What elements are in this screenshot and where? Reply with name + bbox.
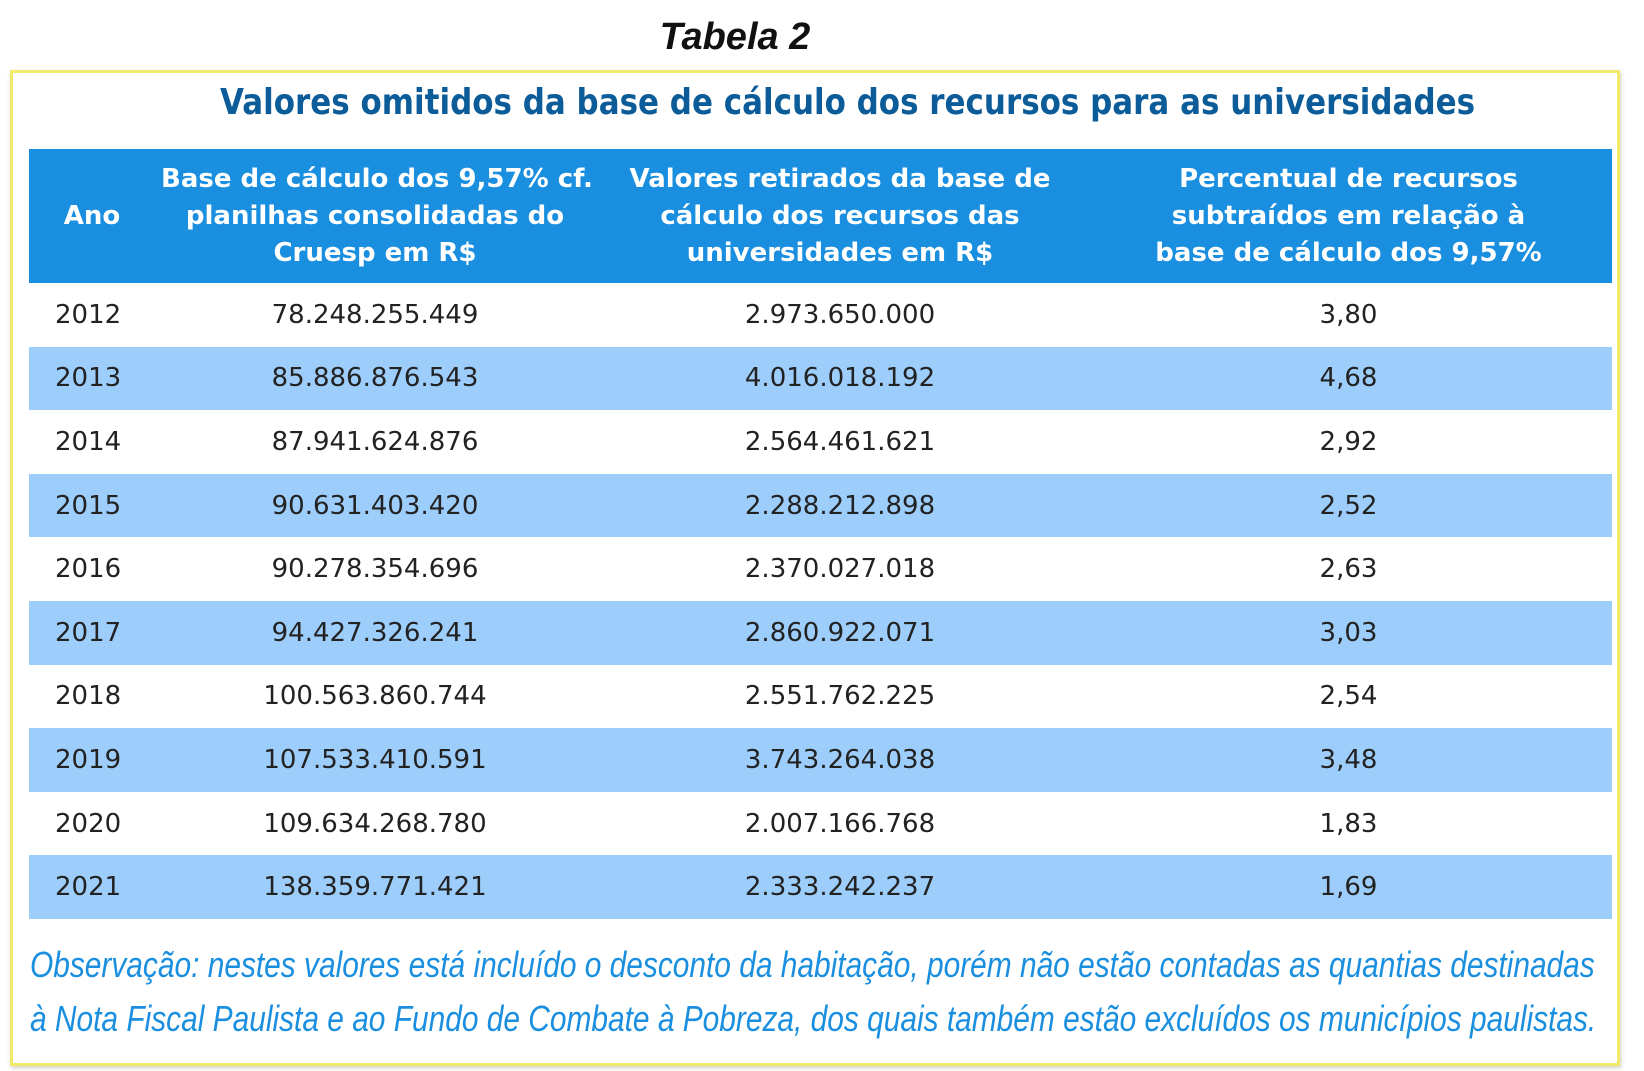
cell-calculation-base: 90.631.403.420: [155, 473, 595, 538]
header-year: Ano: [29, 149, 155, 283]
cell-calculation-base: 94.427.326.241: [155, 600, 595, 665]
table-label: Tabela 2: [659, 16, 811, 58]
cell-year: 2018: [29, 664, 155, 729]
data-table: Ano Base de cálculo dos 9,57% cf. planil…: [29, 149, 1612, 919]
header-line: cálculo dos recursos das: [660, 200, 1020, 231]
cell-year: 2017: [29, 600, 155, 665]
table-row: 2018 100.563.860.744 2.551.762.225 2,54: [29, 664, 1612, 729]
table-row: 2017 94.427.326.241 2.860.922.071 3,03: [29, 600, 1612, 665]
table-title: Valores omitidos da base de cálculo dos …: [220, 82, 1476, 123]
table-row: 2019 107.533.410.591 3.743.264.038 3,48: [29, 728, 1612, 792]
header-line: Base de cálculo dos 9,57% cf.: [161, 163, 593, 194]
cell-calculation-base: 109.634.268.780: [155, 791, 595, 856]
cell-year: 2020: [29, 791, 155, 856]
header-line: base de cálculo dos 9,57%: [1155, 237, 1542, 268]
table-header-row: Ano Base de cálculo dos 9,57% cf. planil…: [29, 149, 1612, 283]
header-line: planilhas consolidadas do: [185, 200, 565, 231]
table-row: 2012 78.248.255.449 2.973.650.000 3,80: [29, 283, 1612, 347]
cell-percent: 2,54: [1085, 664, 1612, 729]
cell-year: 2015: [29, 473, 155, 538]
cell-year: 2012: [29, 283, 155, 347]
cell-year: 2019: [29, 728, 155, 792]
cell-values-removed: 2.860.922.071: [595, 600, 1085, 665]
table-row: 2020 109.634.268.780 2.007.166.768 1,83: [29, 791, 1612, 856]
header-calculation-base: Base de cálculo dos 9,57% cf. planilhas …: [155, 149, 595, 283]
cell-calculation-base: 85.886.876.543: [155, 346, 595, 411]
header-line: subtraídos em relação à: [1171, 200, 1526, 231]
cell-percent: 3,80: [1085, 283, 1612, 347]
table-row: 2016 90.278.354.696 2.370.027.018 2,63: [29, 537, 1612, 601]
cell-calculation-base: 78.248.255.449: [155, 283, 595, 347]
cell-percent: 2,63: [1085, 537, 1612, 601]
table-row: 2013 85.886.876.543 4.016.018.192 4,68: [29, 346, 1612, 411]
table-row: 2014 87.941.624.876 2.564.461.621 2,92: [29, 410, 1612, 474]
header-line: Ano: [63, 200, 121, 231]
cell-calculation-base: 100.563.860.744: [155, 664, 595, 729]
cell-values-removed: 2.007.166.768: [595, 791, 1085, 856]
observation-line: Observação: nestes valores está incluído…: [30, 944, 1595, 985]
cell-year: 2014: [29, 410, 155, 474]
table-row: 2015 90.631.403.420 2.288.212.898 2,52: [29, 473, 1612, 538]
cell-values-removed: 3.743.264.038: [595, 728, 1085, 792]
cell-percent: 2,52: [1085, 473, 1612, 538]
cell-values-removed: 2.288.212.898: [595, 473, 1085, 538]
cell-calculation-base: 90.278.354.696: [155, 537, 595, 601]
cell-year: 2021: [29, 855, 155, 919]
cell-calculation-base: 138.359.771.421: [155, 855, 595, 919]
cell-values-removed: 2.564.461.621: [595, 410, 1085, 474]
cell-percent: 2,92: [1085, 410, 1612, 474]
cell-values-removed: 2.973.650.000: [595, 283, 1085, 347]
cell-values-removed: 4.016.018.192: [595, 346, 1085, 411]
cell-values-removed: 2.370.027.018: [595, 537, 1085, 601]
header-line: Percentual de recursos: [1179, 163, 1518, 194]
observation-line: à Nota Fiscal Paulista e ao Fundo de Com…: [30, 998, 1597, 1039]
cell-percent: 4,68: [1085, 346, 1612, 411]
table-row: 2021 138.359.771.421 2.333.242.237 1,69: [29, 855, 1612, 919]
cell-percent: 3,03: [1085, 600, 1612, 665]
observation-note: Observação: nestes valores está incluído…: [30, 938, 1597, 1046]
cell-percent: 3,48: [1085, 728, 1612, 792]
cell-percent: 1,83: [1085, 791, 1612, 856]
cell-year: 2016: [29, 537, 155, 601]
header-line: Cruesp em R$: [273, 237, 477, 268]
cell-values-removed: 2.333.242.237: [595, 855, 1085, 919]
cell-year: 2013: [29, 346, 155, 411]
header-line: universidades em R$: [686, 237, 994, 268]
header-line: Valores retirados da base de: [629, 163, 1051, 194]
cell-calculation-base: 107.533.410.591: [155, 728, 595, 792]
header-percent-subtracted: Percentual de recursos subtraídos em rel…: [1085, 149, 1612, 283]
header-values-removed: Valores retirados da base de cálculo dos…: [595, 149, 1085, 283]
cell-calculation-base: 87.941.624.876: [155, 410, 595, 474]
cell-values-removed: 2.551.762.225: [595, 664, 1085, 729]
cell-percent: 1,69: [1085, 855, 1612, 919]
